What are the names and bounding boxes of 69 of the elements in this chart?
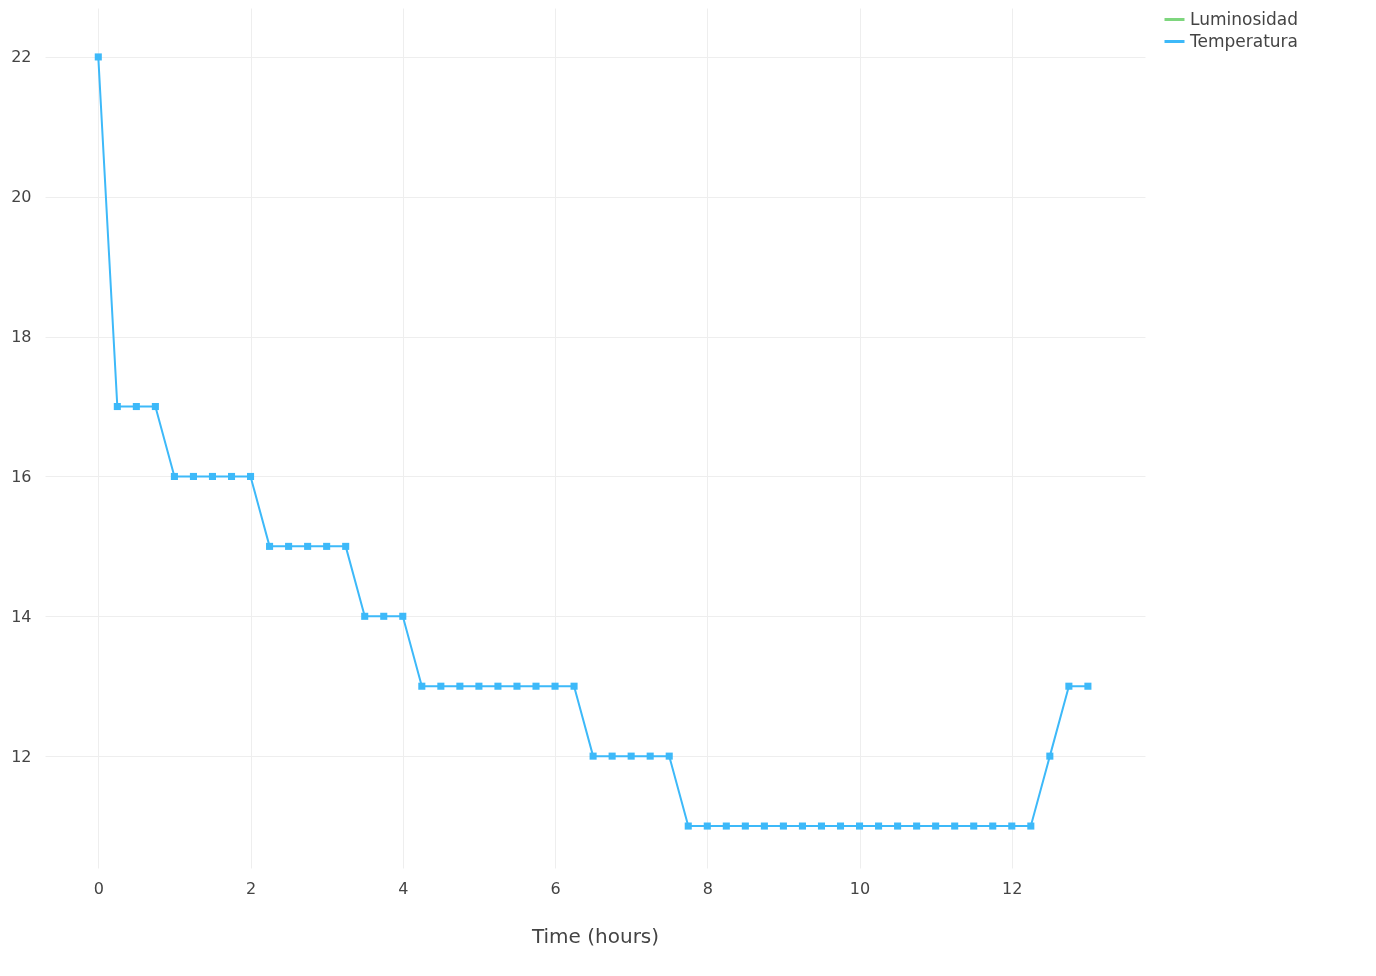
point — [475, 682, 483, 690]
point — [779, 822, 787, 830]
point — [684, 822, 692, 830]
y-tick-label: 20 — [11, 187, 32, 207]
point — [913, 822, 921, 830]
point — [151, 403, 159, 411]
x-tick-label: 0 — [93, 878, 104, 898]
x-tick-label: 8 — [702, 878, 713, 898]
point — [513, 682, 521, 690]
point — [760, 822, 768, 830]
point — [798, 822, 806, 830]
point — [570, 682, 578, 690]
point — [951, 822, 959, 830]
point — [304, 542, 312, 550]
point — [456, 682, 464, 690]
legend-label: Luminosidad — [1190, 8, 1298, 29]
point — [970, 822, 978, 830]
point — [285, 542, 293, 550]
point — [170, 472, 178, 480]
point — [608, 752, 616, 760]
point — [989, 822, 997, 830]
point — [418, 682, 426, 690]
point — [589, 752, 597, 760]
y-tick-label: 22 — [11, 47, 32, 67]
y-tick-label: 16 — [11, 466, 32, 486]
point — [1084, 682, 1092, 690]
point — [208, 472, 217, 480]
legend-label: Temperatura — [1189, 30, 1299, 51]
x-tick-label: 12 — [1002, 878, 1023, 898]
x-tick-label: 4 — [398, 878, 409, 898]
point — [646, 752, 654, 760]
x-tick-label: 6 — [550, 878, 561, 898]
point — [494, 682, 502, 690]
point — [323, 542, 331, 550]
point — [113, 403, 121, 411]
point — [266, 542, 274, 550]
point — [703, 822, 711, 830]
y-tick-label: 12 — [11, 746, 32, 766]
point — [551, 682, 559, 690]
point — [894, 822, 902, 830]
point — [342, 542, 350, 550]
x-tick-label: 10 — [849, 878, 871, 898]
y-tick-label: 18 — [11, 327, 32, 347]
point — [817, 822, 826, 830]
x-axis-title: Time (hours) — [530, 923, 660, 948]
point — [875, 822, 883, 830]
point — [932, 822, 940, 830]
point — [836, 822, 845, 830]
point — [532, 682, 540, 690]
point — [856, 822, 864, 830]
point — [741, 822, 749, 830]
y-tick-label: 14 — [11, 606, 32, 626]
point — [437, 682, 445, 690]
point — [1046, 752, 1054, 760]
point — [132, 403, 140, 411]
point — [627, 752, 635, 760]
point — [189, 472, 197, 480]
point — [722, 822, 730, 830]
point — [1027, 822, 1035, 830]
point — [227, 472, 236, 480]
point — [665, 752, 673, 760]
point — [94, 53, 102, 61]
point — [380, 612, 388, 620]
point — [1065, 682, 1073, 690]
point — [361, 612, 369, 620]
x-tick-label: 2 — [245, 878, 257, 898]
point — [247, 472, 255, 480]
point — [399, 612, 407, 620]
point — [1008, 822, 1016, 830]
